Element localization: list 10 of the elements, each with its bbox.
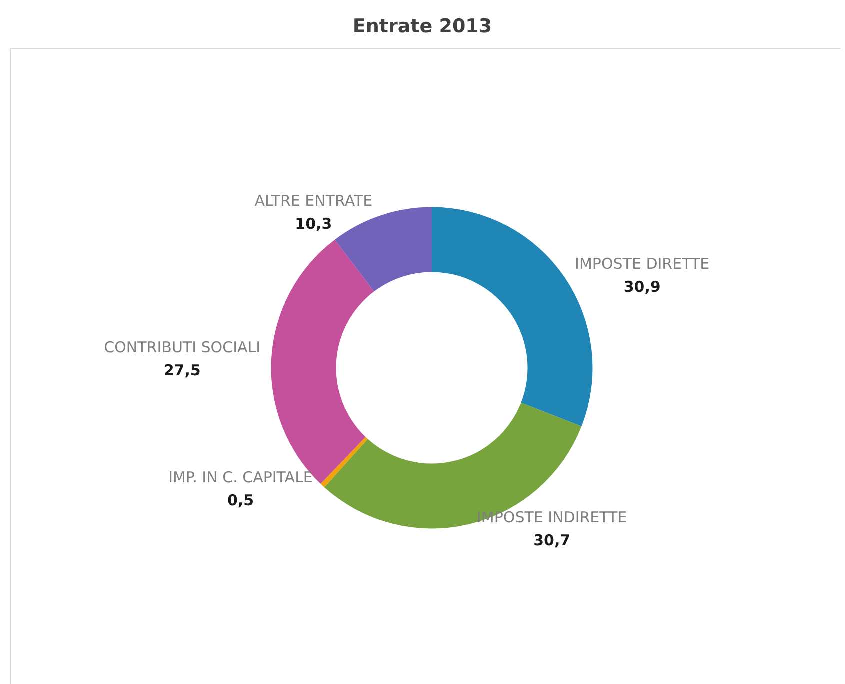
slice-label: ALTRE ENTRATE: [254, 192, 373, 210]
slice-label: IMPOSTE DIRETTE: [575, 255, 710, 274]
data-label: 0,5: [227, 492, 254, 510]
data-label: 30,7: [534, 531, 571, 550]
data-label: 30,9: [624, 278, 661, 296]
data-label: 27,5: [164, 361, 201, 380]
chart-title: Entrate 2013: [352, 16, 492, 38]
data-label: 10,3: [295, 214, 332, 233]
slice-label: CONTRIBUTI SOCIALI: [104, 338, 261, 356]
slice-label: IMP. IN C. CAPITALE: [168, 468, 313, 487]
